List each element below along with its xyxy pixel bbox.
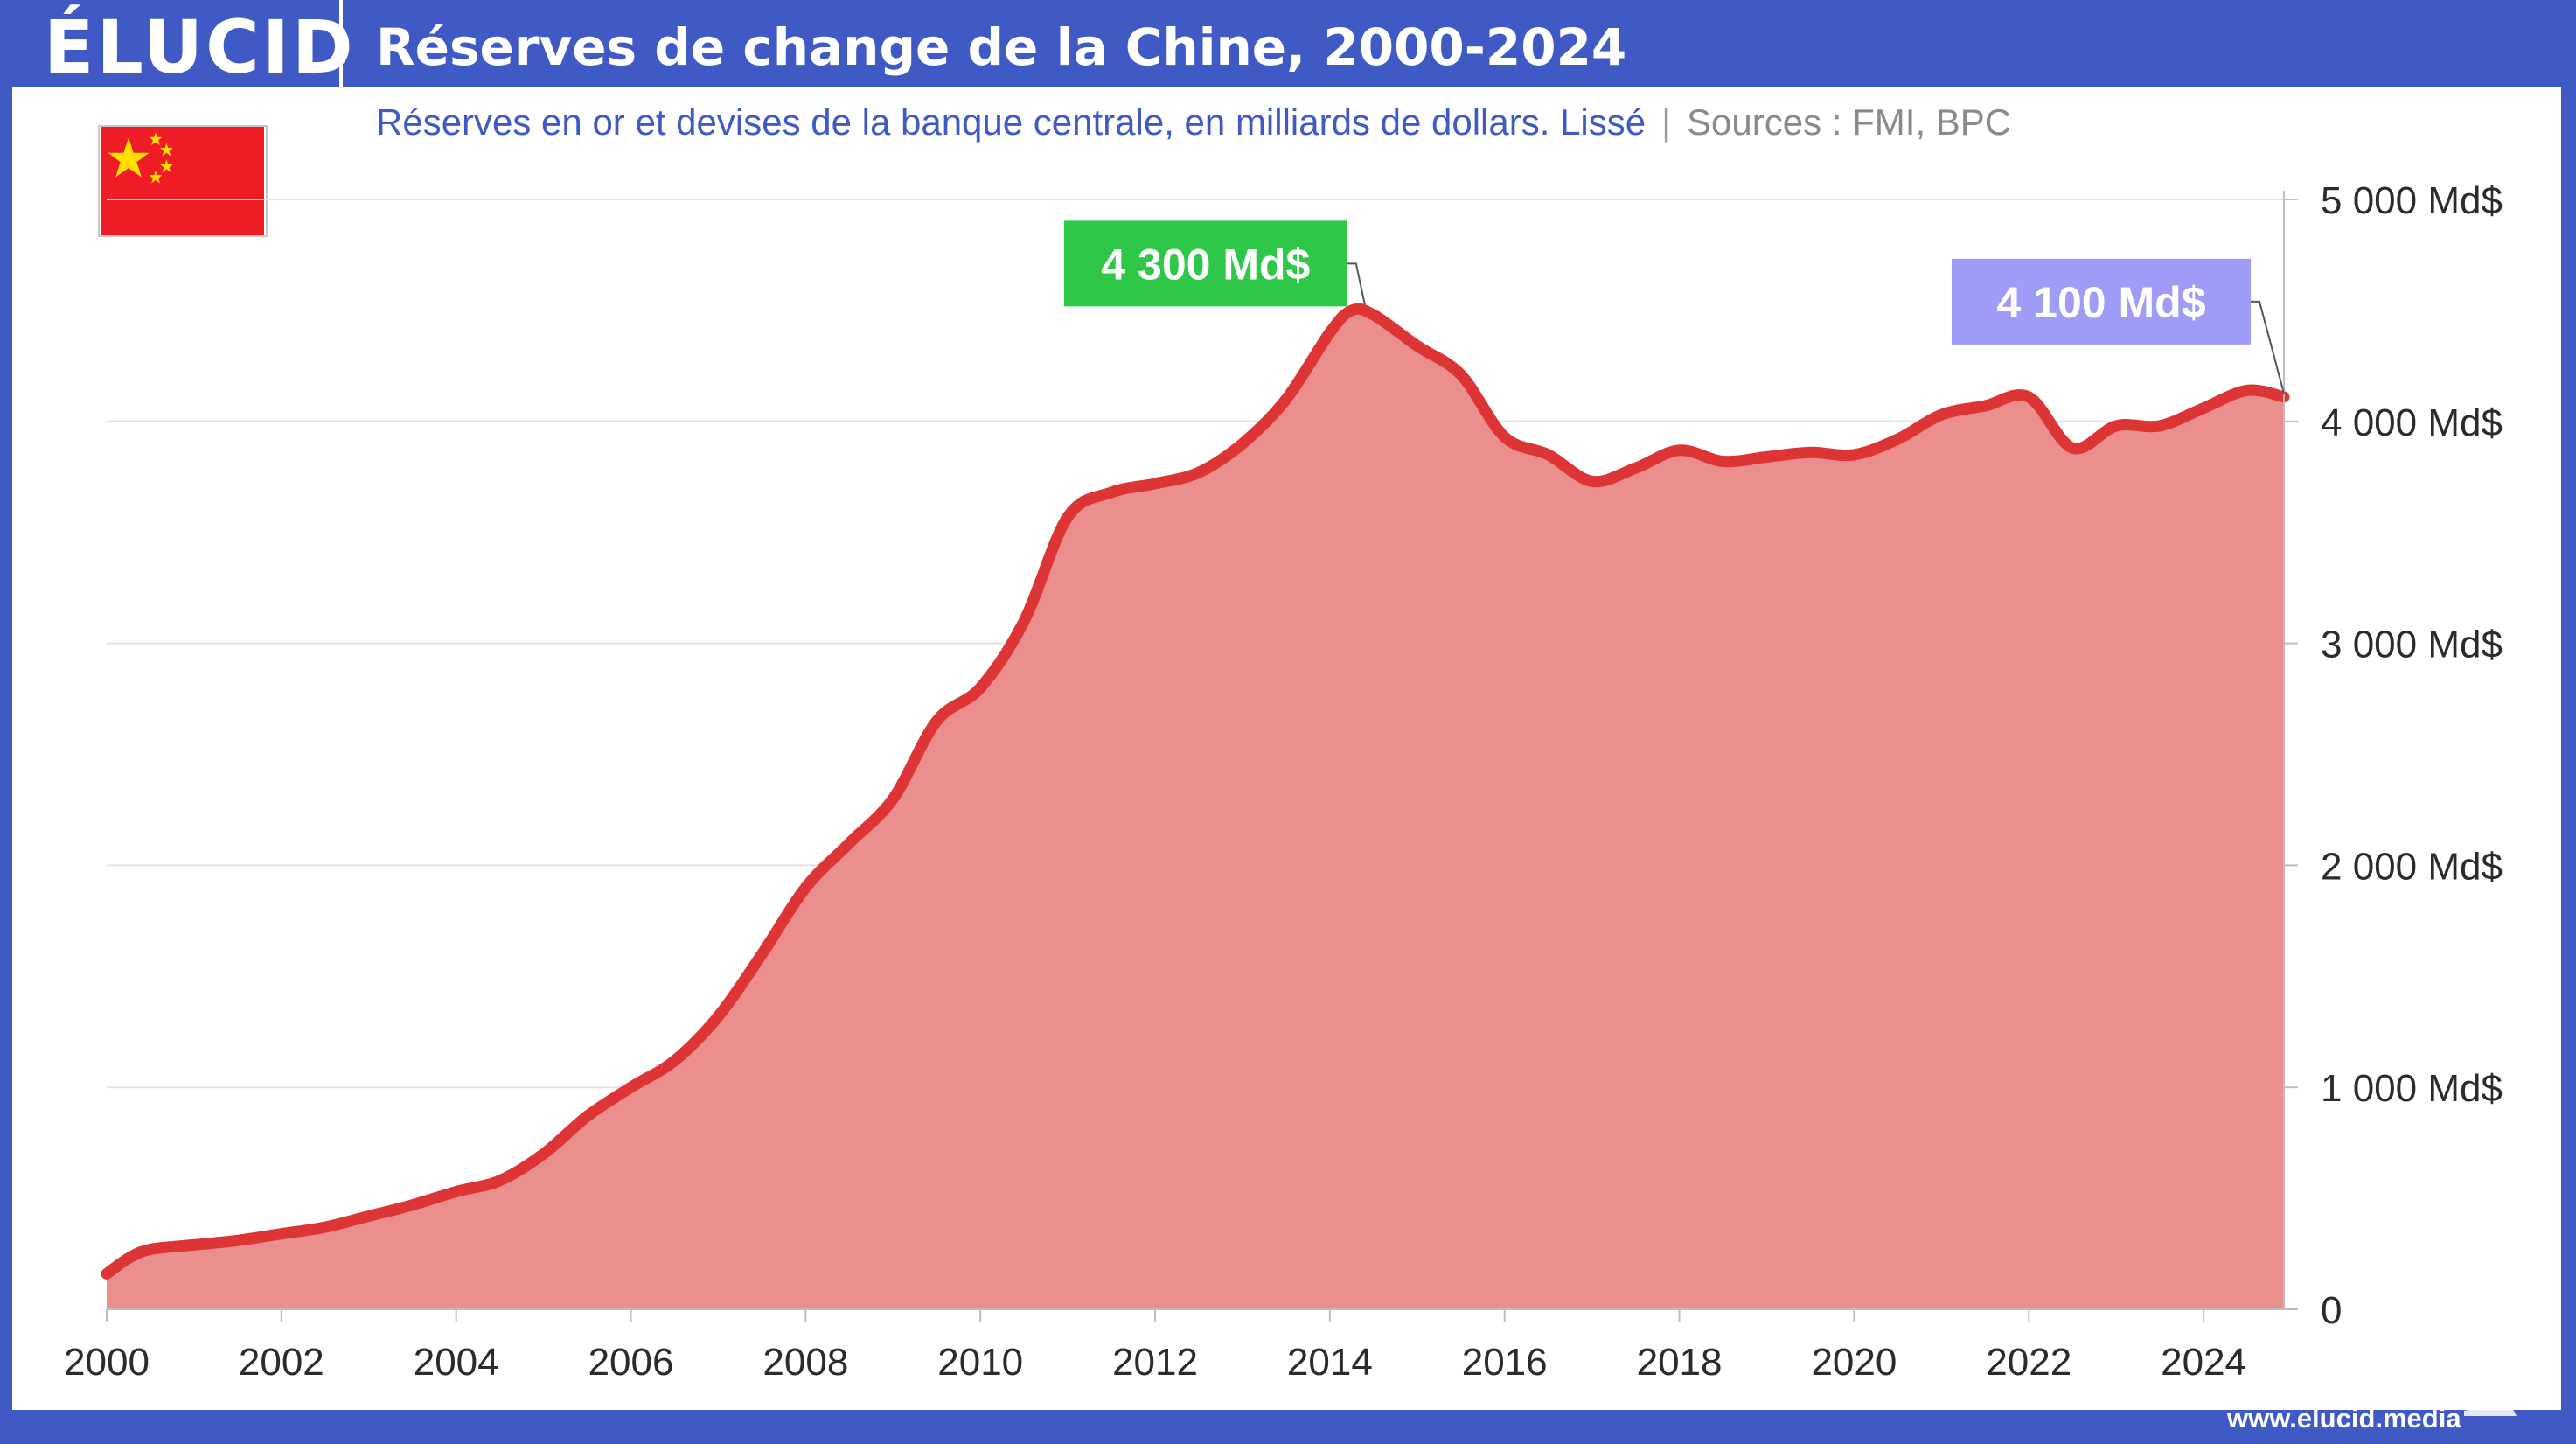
annotation-leader-line (2251, 300, 2285, 394)
x-tick-label: 2024 (2161, 1341, 2246, 1384)
y-tick-label: 5 000 Md$ (2321, 179, 2503, 222)
footer-url: www.elucid.media (2227, 1403, 2461, 1434)
x-tick-label: 2014 (1287, 1341, 1373, 1384)
subtitle-separator: | (1661, 101, 1672, 143)
x-tick-label: 2016 (1462, 1341, 1548, 1384)
x-tick-label: 2008 (762, 1341, 848, 1384)
x-tick-label: 2002 (239, 1341, 324, 1384)
chart-subtitle: Réserves en or et devises de la banque c… (376, 98, 2011, 147)
annotation-label-box (1952, 258, 2251, 345)
subtitle-text: Réserves en or et devises de la banque c… (376, 101, 1647, 143)
x-tick-label: 2012 (1112, 1341, 1198, 1384)
annotation-label-box (1063, 220, 1347, 307)
elucid-plane-logo-icon (2464, 1388, 2517, 1416)
annotation-label: 4 300 Md$ (1101, 240, 1310, 289)
x-tick-label: 2022 (1986, 1341, 2071, 1384)
x-tick-label: 2004 (414, 1341, 499, 1384)
china-flag-icon (98, 125, 268, 237)
y-tick-label: 3 000 Md$ (2321, 624, 2503, 666)
x-tick-label: 2018 (1637, 1341, 1723, 1384)
x-tick-label: 2000 (64, 1341, 150, 1384)
y-tick-label: 2 000 Md$ (2321, 845, 2503, 888)
brand-logo: ÉLUCID (44, 4, 356, 90)
x-tick-label: 2010 (937, 1341, 1023, 1384)
y-tick-label: 4 000 Md$ (2321, 401, 2503, 444)
annotation-label: 4 100 Md$ (1996, 278, 2205, 327)
series-line (101, 303, 2290, 1280)
x-tick-label: 2020 (1811, 1341, 1897, 1384)
series-area (107, 309, 2284, 1310)
page-title: Réserves de change de la Chine, 2000-202… (376, 17, 1627, 77)
sources-text: Sources : FMI, BPC (1687, 101, 2012, 143)
x-tick-label: 2006 (588, 1341, 674, 1384)
y-tick-label: 1 000 Md$ (2321, 1067, 2503, 1110)
annotation-leader-line (1347, 262, 1366, 305)
y-tick-label: 0 (2321, 1289, 2342, 1332)
header-divider (339, 0, 343, 87)
